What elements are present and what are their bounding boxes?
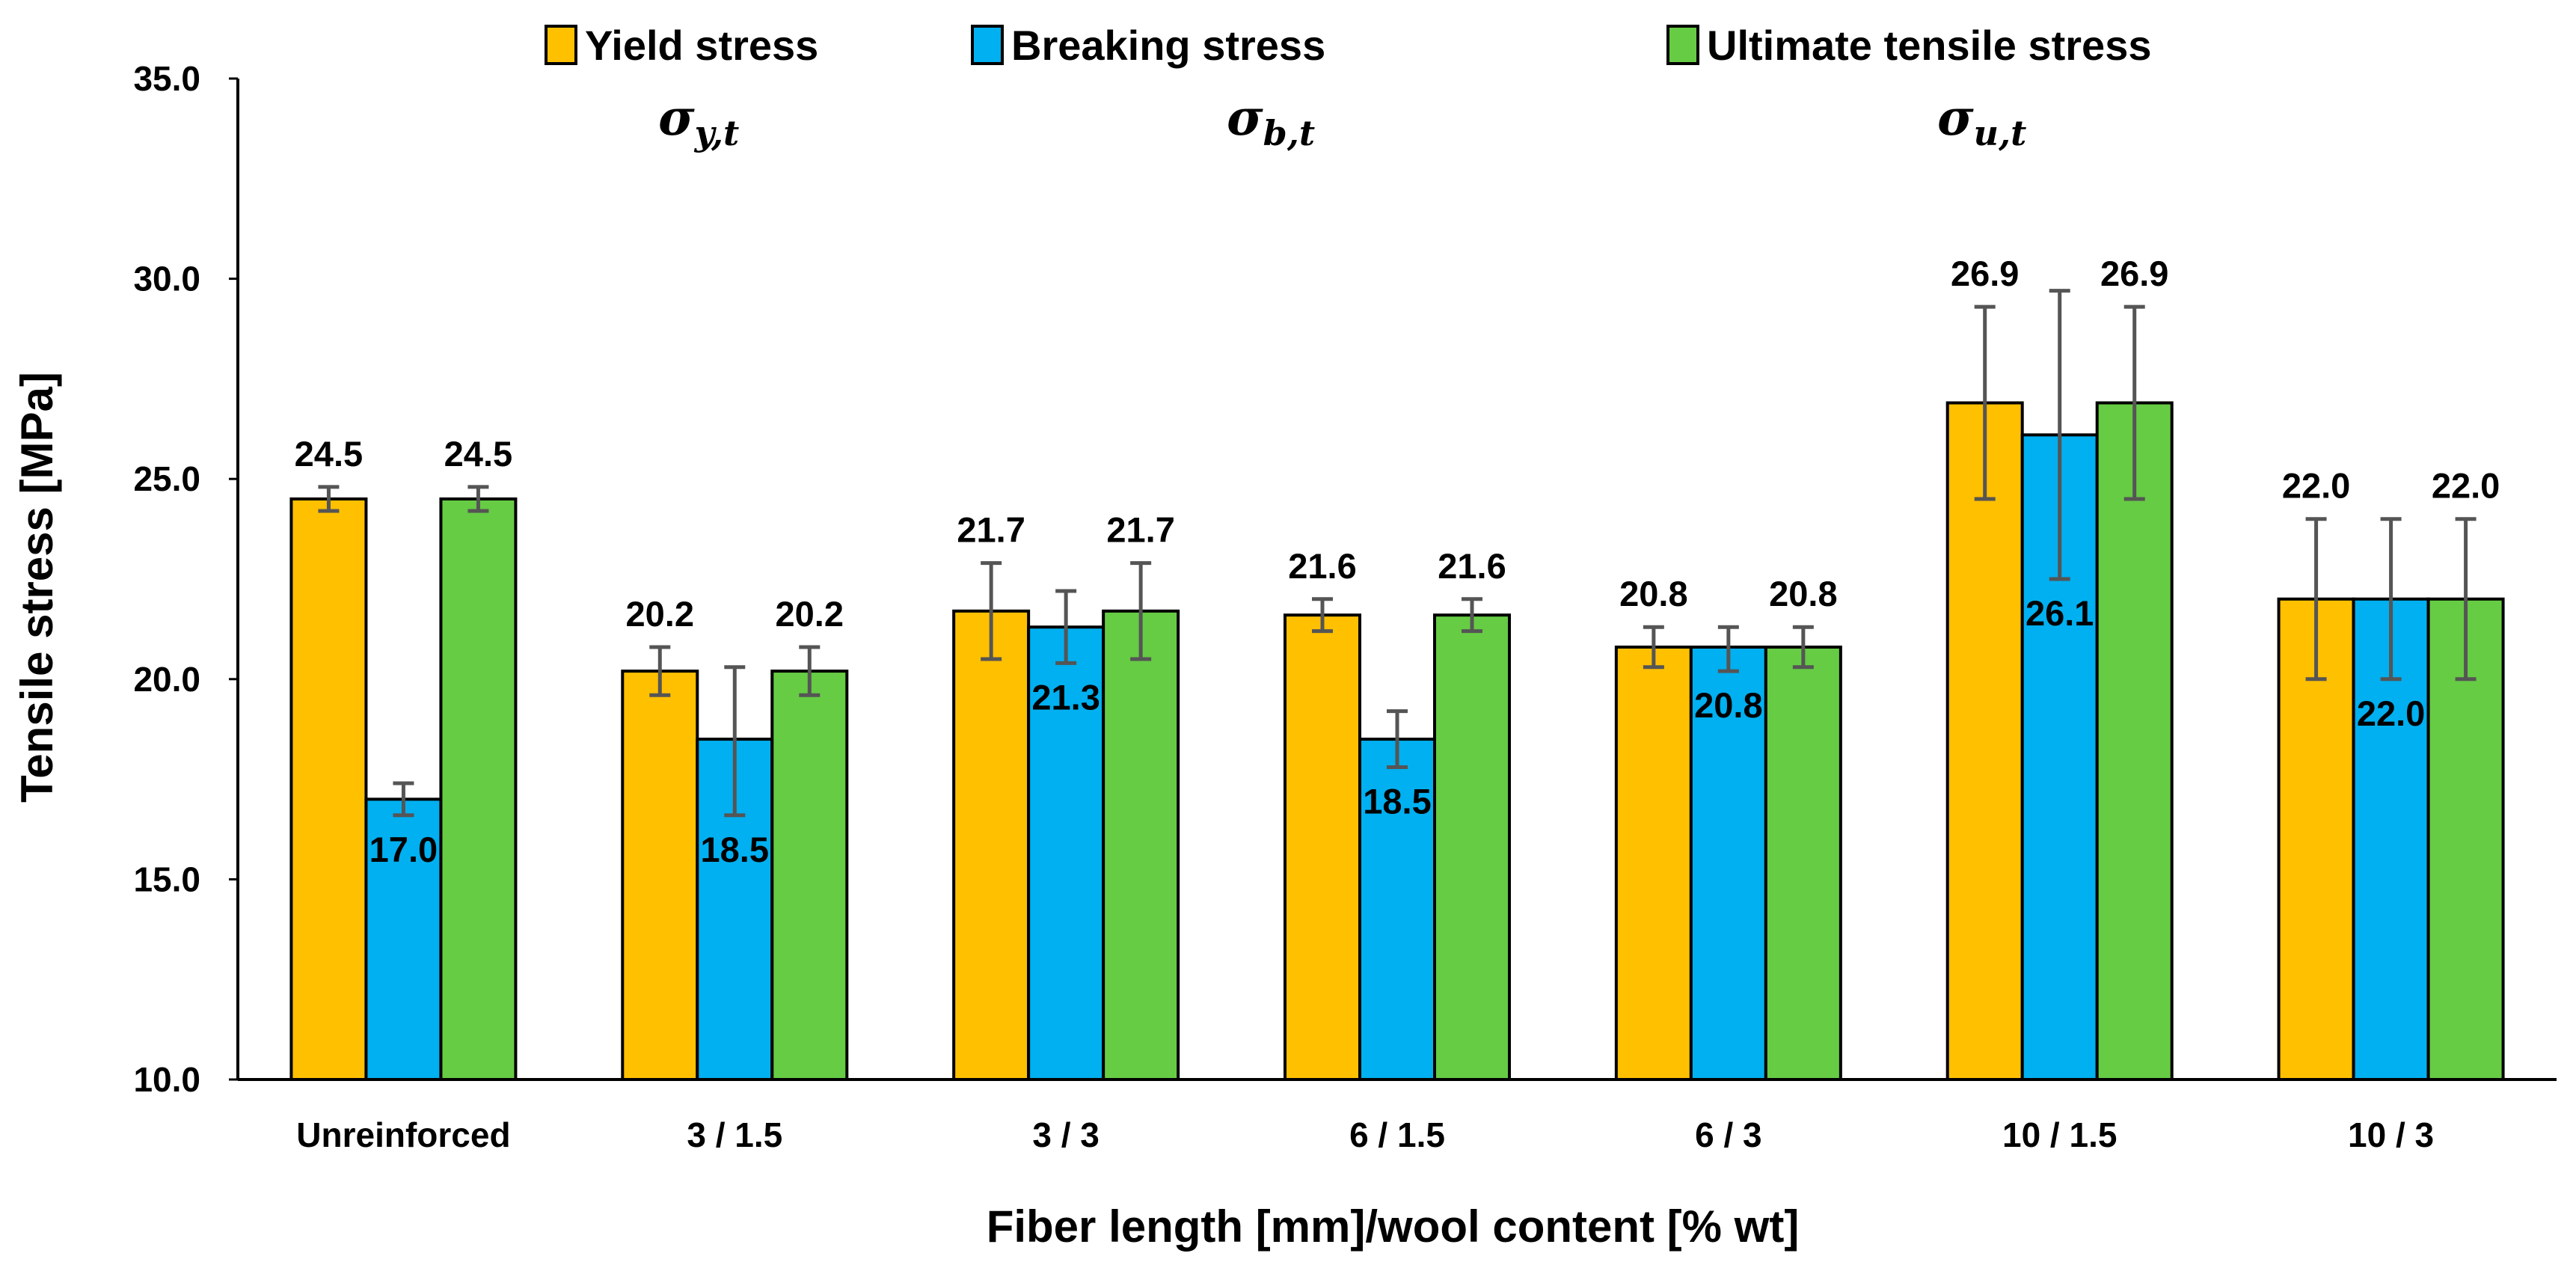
bar-yield-stress [952,609,1031,1081]
x-category-label: 3 / 3 [1032,1115,1100,1154]
bar-yield-stress [1614,645,1693,1081]
y-tick-label: 20.0 [133,660,200,699]
x-axis-title: Fiber length [mm]/wool content [% wt] [987,1201,1800,1252]
bar-breaking-stress [364,797,443,1081]
bar-yield-stress [289,497,368,1081]
symbol-sigma: σ [1227,88,1263,147]
y-tick-label: 10.0 [133,1060,200,1099]
bar-yield-stress [1284,613,1361,1081]
legend-symbol: σb,t [1227,88,1315,153]
y-tick-label: 30.0 [133,260,200,298]
data-label: 20.8 [1694,685,1762,725]
bar-ultimate-tensile-stress [1433,613,1511,1081]
data-label: 20.2 [626,594,694,634]
data-label: 21.6 [1438,546,1506,586]
data-label: 20.2 [776,594,844,634]
data-label: 21.7 [1106,510,1174,550]
legend-label: Breaking stress [1011,22,1325,69]
x-category-label: 6 / 3 [1695,1115,1762,1154]
data-label: 18.5 [1363,782,1431,821]
symbol-sigma: σ [658,88,695,147]
x-category-label: 6 / 1.5 [1349,1115,1445,1154]
legend-swatch [1666,25,1699,65]
bar-ultimate-tensile-stress [439,497,518,1081]
symbol-subscript: y,t [694,113,740,153]
y-axis-title: Tensile stress [MPa] [12,372,62,803]
legend-label: Ultimate tensile stress [1707,22,2151,69]
x-category-label: 3 / 1.5 [687,1115,782,1154]
data-label: 22.0 [2282,466,2350,506]
data-label: 26.1 [2025,593,2094,633]
data-label: 22.0 [2357,693,2425,733]
data-label: 24.5 [295,434,363,474]
data-label: 21.3 [1031,677,1100,717]
bar-yield-stress [621,670,699,1081]
data-label: 26.9 [2100,254,2168,293]
data-label: 24.5 [444,434,512,474]
x-category-label: Unreinforced [296,1115,510,1154]
symbol-subscript: b,t [1263,113,1315,153]
legend-symbol: σy,t [658,88,739,153]
x-category-label: 10 / 3 [2348,1115,2434,1154]
legend-label: Yield stress [585,22,818,69]
bar-yield-stress [1945,401,2024,1081]
data-label: 17.0 [369,830,438,869]
data-label: 21.7 [957,510,1025,550]
legend-swatch [545,25,577,65]
legend-swatch [971,25,1004,65]
data-label: 18.5 [701,830,769,869]
y-tick-label: 25.0 [133,459,200,498]
data-label: 21.6 [1288,546,1356,586]
bar-ultimate-tensile-stress [1102,609,1180,1081]
bar-ultimate-tensile-stress [1764,645,1842,1081]
y-tick-label: 35.0 [133,59,200,98]
data-label: 20.8 [1619,574,1687,613]
bar-ultimate-tensile-stress [770,670,849,1081]
data-label: 20.8 [1769,574,1837,613]
data-label: 26.9 [1951,254,2019,293]
symbol-subscript: u,t [1974,113,2027,153]
legend-symbol: σu,t [1937,88,2026,153]
data-label: 22.0 [2432,466,2500,506]
bar-ultimate-tensile-stress [2095,401,2174,1081]
y-tick-label: 15.0 [133,860,200,898]
symbol-sigma: σ [1937,88,1974,147]
x-category-label: 10 / 1.5 [2002,1115,2117,1154]
